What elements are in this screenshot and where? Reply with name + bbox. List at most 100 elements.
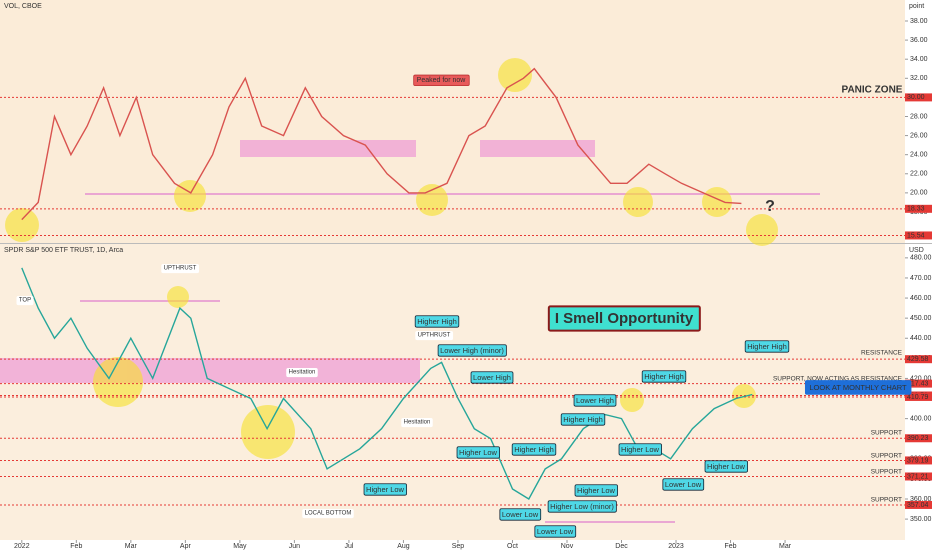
level-tag <box>905 392 932 401</box>
annotation: Lower High <box>473 373 511 382</box>
level-label: 18.33 <box>907 206 925 213</box>
highlight <box>620 388 644 412</box>
y-tick-label: 20.00 <box>910 190 928 197</box>
y-tick-label: 24.00 <box>910 152 928 159</box>
x-tick-label: Jul <box>344 543 353 550</box>
zone <box>240 140 416 157</box>
annotation: Lower High (minor) <box>440 346 504 355</box>
level-label: 379.19 <box>907 457 929 464</box>
axis-unit: USD <box>909 247 924 254</box>
annotation: I Smell Opportunity <box>555 310 694 327</box>
highlight <box>241 405 295 459</box>
level-tag <box>905 456 932 465</box>
annotation-box <box>456 446 500 459</box>
time-axis <box>0 540 905 550</box>
zone <box>480 140 595 157</box>
y-tick-label: 440.00 <box>910 335 932 342</box>
annotation-box <box>574 484 618 497</box>
price-line <box>21 267 753 500</box>
annotation: RESISTANCE <box>861 350 903 357</box>
annotation: Higher Low <box>577 486 616 495</box>
x-tick-label: 2023 <box>668 543 684 550</box>
annotation: Higher Low (minor) <box>550 502 614 511</box>
y-tick-label: 460.00 <box>910 295 932 302</box>
y-tick-label: 28.00 <box>910 113 928 120</box>
y-tick-label: 38.00 <box>910 18 928 25</box>
annotation-box <box>286 367 318 378</box>
x-tick-label: Sep <box>452 543 465 550</box>
annotation: Higher Low <box>707 462 746 471</box>
x-tick-label: 2022 <box>14 543 30 550</box>
y-tick-label: 22.00 <box>910 171 928 178</box>
annotation-box <box>437 344 507 357</box>
highlight <box>5 208 39 242</box>
level-tag <box>905 379 932 388</box>
highlight <box>702 187 732 217</box>
annotation: Lower High <box>576 396 614 405</box>
y-tick-label: 26.00 <box>910 132 928 139</box>
annotation-box <box>302 508 354 519</box>
y-tick-label: 32.00 <box>910 75 928 82</box>
level-tag <box>905 434 932 443</box>
annotation-box <box>573 394 617 407</box>
vix-pane <box>0 0 905 243</box>
annotation: Hesitation <box>404 420 431 426</box>
level-label: 30.00 <box>907 94 925 101</box>
annotation: Lower Low <box>665 480 702 489</box>
annotation: Higher High <box>417 317 457 326</box>
level-label: 15.54 <box>907 232 925 239</box>
annotation-box <box>499 508 542 521</box>
level-label: 429.58 <box>907 356 929 363</box>
highlight <box>174 180 206 212</box>
annotation: PANIC ZONE <box>842 85 903 96</box>
level-label: 410.79 <box>907 394 929 401</box>
annotation: SUPPORT <box>871 430 902 437</box>
annotation: Lower Low <box>502 510 539 519</box>
y-tick-label: 36.00 <box>910 37 928 44</box>
annotation: SUPPORT, NOW ACTING AS RESISTANCE <box>773 376 903 383</box>
annotation-box <box>560 413 606 426</box>
annotation-box <box>16 295 34 306</box>
price-line <box>21 67 742 221</box>
highlight <box>623 187 653 217</box>
x-tick-label: Mar <box>125 543 138 550</box>
annotation: Peaked for now <box>417 77 467 84</box>
x-tick-label: Dec <box>615 543 628 550</box>
annotation-box <box>804 380 912 395</box>
annotation: UPTHRUST <box>418 333 451 339</box>
x-tick-label: Aug <box>397 543 410 550</box>
annotation: SUPPORT <box>871 469 902 476</box>
level-tag <box>905 355 932 364</box>
highlight <box>746 214 778 246</box>
annotation-box <box>547 500 617 513</box>
annotation-box <box>511 443 557 456</box>
x-tick-label: Oct <box>507 543 518 550</box>
annotation-box <box>662 478 705 491</box>
x-tick-label: Feb <box>725 543 737 550</box>
x-tick-label: Mar <box>779 543 792 550</box>
annotation: Higher Low <box>366 485 405 494</box>
annotation: UPTHRUST <box>164 266 197 272</box>
annotation: LOOK AT MONTHLY CHART <box>809 383 907 392</box>
annotation: SUPPORT <box>871 453 902 460</box>
x-tick-label: Apr <box>180 543 192 550</box>
level-tag <box>905 231 932 240</box>
level-label: 390.23 <box>907 435 929 442</box>
level-tag <box>905 204 932 213</box>
annotation: Higher High <box>514 445 554 454</box>
annotation-box <box>363 483 407 496</box>
annotation: Higher Low <box>459 448 498 457</box>
level-tag <box>905 93 932 102</box>
highlight <box>498 58 532 92</box>
level-label: 371.21 <box>907 473 929 480</box>
level-label: 357.04 <box>907 502 929 509</box>
level-tag <box>905 500 932 509</box>
y-tick-label: 400.00 <box>910 415 932 422</box>
annotation: Higher High <box>644 372 684 381</box>
x-tick-label: Nov <box>561 543 574 550</box>
pane-title: VOL, CBOE <box>4 3 42 10</box>
annotation: Higher Low <box>621 445 660 454</box>
annotation: Higher High <box>563 415 603 424</box>
y-tick-label: 34.00 <box>910 56 928 63</box>
